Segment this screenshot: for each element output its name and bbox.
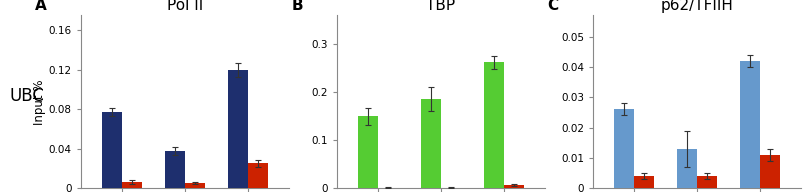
Bar [248,163,268,188]
Text: UBC: UBC [10,87,44,105]
Bar [164,151,184,188]
Bar [102,112,122,188]
Text: C: C [548,0,559,13]
Bar [421,99,441,188]
Bar [740,61,760,188]
Bar [760,155,780,188]
Bar [484,62,504,188]
Title: Pol II: Pol II [167,0,203,13]
Bar [697,176,718,188]
Bar [677,149,697,188]
Bar [614,109,634,188]
Bar [634,176,654,188]
Text: B: B [291,0,303,13]
Bar [227,70,248,188]
Bar [122,182,142,188]
Bar [184,183,205,188]
Y-axis label: Input %: Input % [33,79,46,124]
Bar [504,185,524,188]
Title: TBP: TBP [426,0,455,13]
Text: A: A [36,0,47,13]
Bar [358,116,378,188]
Title: p62/TFIIH: p62/TFIIH [661,0,734,13]
